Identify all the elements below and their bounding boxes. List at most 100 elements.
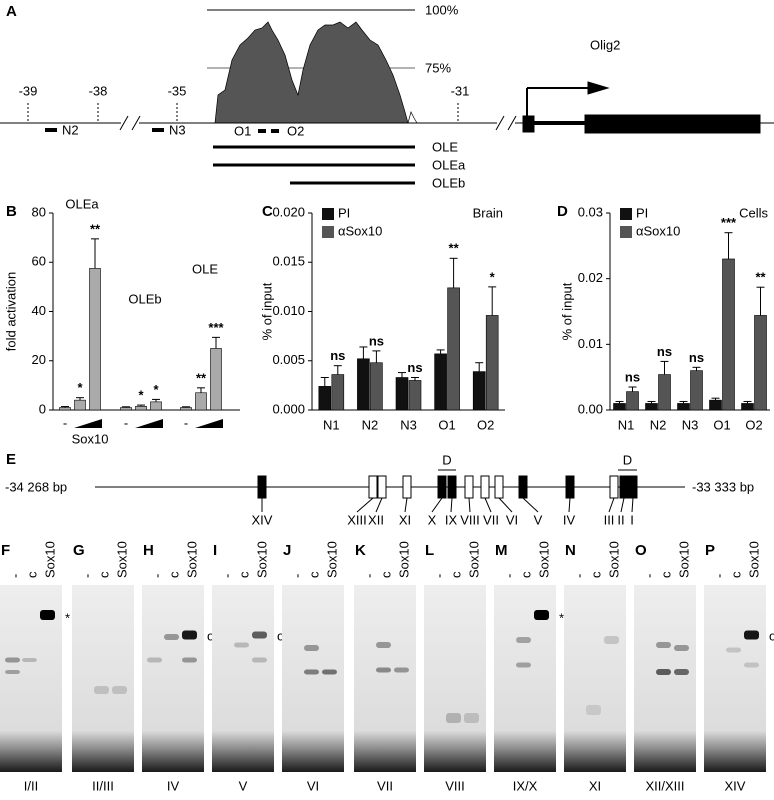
lane-label: Sox10 (324, 541, 339, 578)
site-leader (608, 497, 615, 513)
bar (395, 377, 409, 411)
y-tick-label: 0.020 (272, 204, 305, 219)
lane-label: c (728, 571, 743, 578)
bar (195, 392, 207, 411)
gel-band (674, 669, 689, 675)
significance: ** (449, 241, 460, 256)
dose-triangle (135, 419, 163, 428)
gel (72, 585, 134, 772)
gel-band (252, 631, 267, 639)
panel-label: A (6, 3, 17, 20)
end-label: -33 333 bp (692, 479, 754, 494)
gel-band (164, 634, 179, 640)
gel-band (656, 669, 671, 675)
dimer-label: D (623, 452, 632, 467)
lane-label: Sox10 (42, 541, 57, 578)
gel-band (516, 662, 531, 668)
lane-label: Sox10 (254, 541, 269, 578)
gel-band (516, 637, 531, 643)
bar (135, 406, 147, 411)
gel-band (394, 667, 409, 673)
y-tick-label: 0.015 (272, 254, 305, 269)
y-axis-label: fold activation (3, 272, 18, 352)
y-tick-label: 0 (39, 401, 46, 416)
annotation: Cells (739, 205, 768, 220)
y-tick-label: 20 (32, 352, 46, 367)
binding-site (518, 475, 528, 499)
y-tick-label: 0.03 (578, 204, 603, 219)
gel (282, 585, 344, 772)
bar (89, 268, 101, 411)
gel-band (534, 610, 549, 620)
bar (59, 407, 71, 411)
y-tick-label: 0.00 (578, 401, 603, 416)
bar (677, 403, 690, 411)
lane-label: c (306, 571, 321, 578)
lane-label: - (361, 574, 376, 578)
panel-label: N (565, 542, 576, 559)
coordinate: -35 (168, 83, 187, 98)
y-tick-label: 60 (32, 254, 46, 269)
group-label: OLEa (65, 196, 99, 211)
bar (447, 287, 460, 411)
bar (120, 407, 132, 411)
bar (331, 374, 345, 411)
panel-label: C (262, 203, 273, 220)
gel-band (304, 669, 319, 675)
construct-label: OLEa (432, 157, 466, 172)
legend-label: PI (338, 205, 350, 220)
band-marker: * (559, 610, 564, 625)
x-tick-label: O2 (477, 417, 494, 432)
binding-site (565, 475, 575, 499)
binding-site (257, 475, 267, 499)
probe-label: IV (167, 778, 180, 793)
site-leader (468, 497, 471, 513)
lane-label: c (448, 571, 463, 578)
bar (434, 353, 447, 411)
gel-band (446, 713, 461, 723)
panel-label: B (6, 203, 17, 220)
significance: ns (689, 350, 704, 365)
bar (74, 399, 86, 411)
scale-label: 75% (425, 60, 451, 75)
gel-band (94, 686, 109, 694)
legend-label: αSox10 (636, 223, 680, 238)
band-marker: o (769, 628, 774, 643)
gel-band (5, 657, 20, 663)
gel (212, 585, 274, 772)
gel-band (674, 645, 689, 651)
binding-site (480, 475, 490, 499)
probe-label: VI (307, 778, 319, 793)
bar (150, 401, 162, 411)
site-label: VII (483, 512, 499, 527)
y-tick-label: 0.000 (272, 401, 305, 416)
gel-band (40, 610, 55, 620)
x-tick-label: N1 (323, 417, 340, 432)
bar (613, 403, 626, 411)
lane-label: Sox10 (746, 541, 761, 578)
panel-label: F (1, 542, 10, 559)
significance: ** (90, 221, 101, 236)
lane-label: - (711, 574, 726, 578)
panel-label: J (283, 542, 291, 559)
site-leader (620, 497, 625, 513)
gel-band (234, 642, 249, 648)
bar (754, 315, 767, 411)
bar (485, 315, 499, 411)
y-axis-label: % of input (259, 282, 274, 340)
site-leader (404, 497, 408, 513)
site-label: IV (563, 512, 576, 527)
bar (318, 386, 332, 411)
x-tick-label: N2 (362, 417, 379, 432)
binding-site (628, 475, 638, 499)
coordinate: -39 (19, 83, 38, 98)
x-tick-label: N1 (618, 417, 635, 432)
panel-label: O (635, 542, 647, 559)
gel-band (376, 667, 391, 673)
site-label: XIV (252, 512, 273, 527)
binding-site (619, 475, 629, 499)
site-leader (450, 497, 453, 513)
y-axis-label: % of input (559, 282, 574, 340)
gene-label: Olig2 (590, 37, 620, 52)
